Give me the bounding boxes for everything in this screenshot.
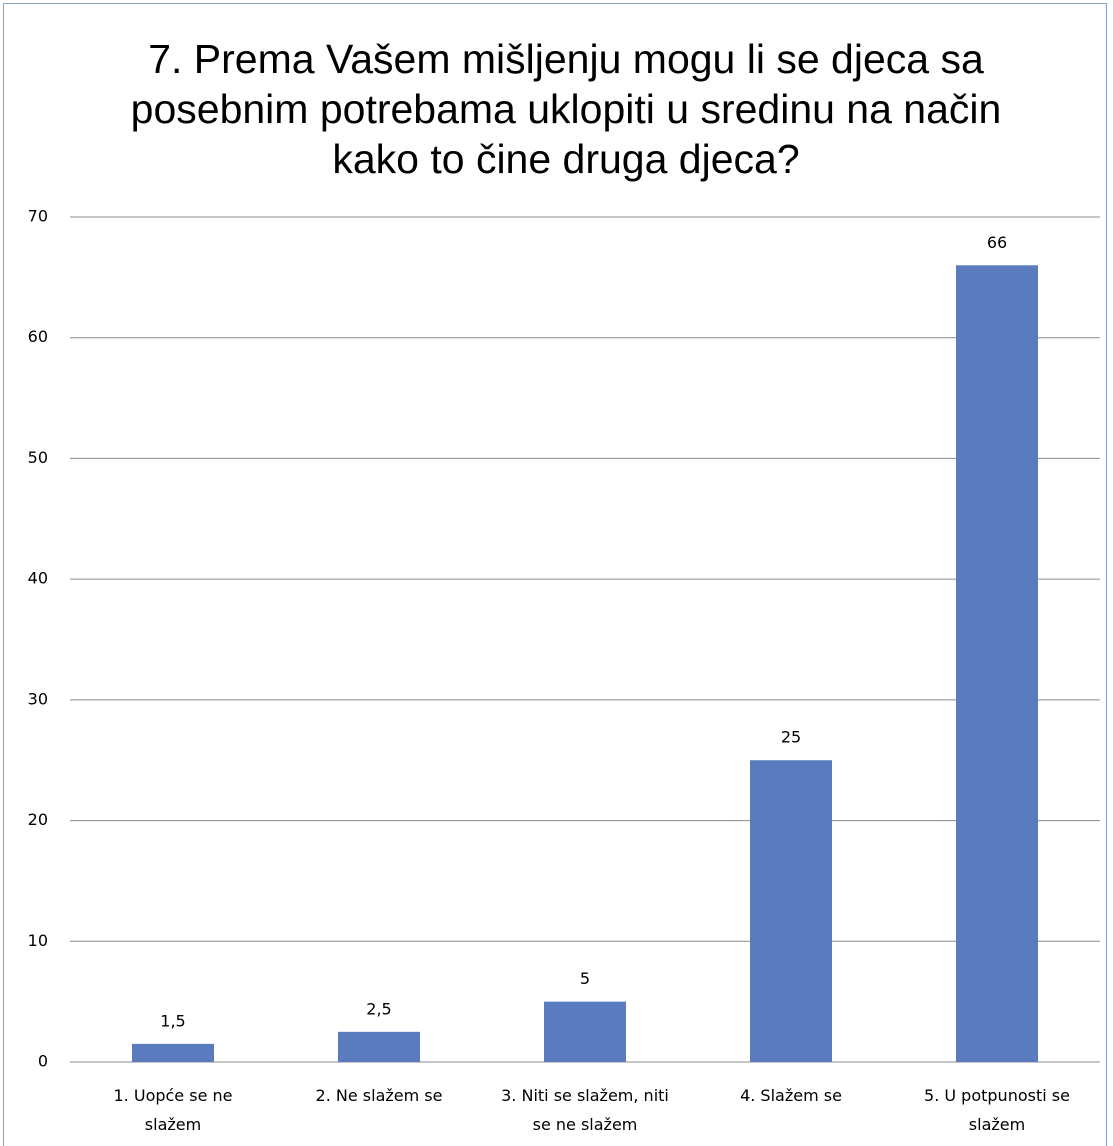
value-label: 66 — [987, 233, 1007, 252]
y-tick-label: 70 — [28, 207, 48, 226]
bar — [132, 1043, 214, 1062]
bar — [338, 1031, 420, 1062]
x-tick-label: 5. U potpunosti se slažem — [924, 1086, 1070, 1134]
x-tick-label: 4. Slažem se — [740, 1086, 842, 1105]
y-tick-label: 50 — [28, 448, 48, 467]
chart-title: 7. Prema Vašem mišljenju mogu li se djec… — [130, 36, 1002, 182]
x-tick-label: 1. Uopće se ne slažem — [113, 1086, 233, 1134]
value-label: 2,5 — [366, 999, 391, 1018]
x-tick-label: 2. Ne slažem se — [315, 1086, 443, 1105]
y-tick-label: 0 — [38, 1052, 48, 1071]
x-tick-label: 3. Niti se slažem, niti se ne slažem — [501, 1086, 669, 1134]
value-label: 25 — [781, 728, 801, 747]
bar — [956, 265, 1038, 1062]
y-tick-label: 30 — [28, 689, 48, 708]
bar — [750, 760, 832, 1062]
y-tick-label: 60 — [28, 327, 48, 346]
y-tick-label: 10 — [28, 931, 48, 950]
bar — [544, 1001, 626, 1062]
value-label: 5 — [580, 969, 590, 988]
y-tick-label: 20 — [28, 810, 48, 829]
chart-border — [3, 3, 1107, 1146]
value-label: 1,5 — [160, 1011, 185, 1030]
y-tick-label: 40 — [28, 569, 48, 588]
